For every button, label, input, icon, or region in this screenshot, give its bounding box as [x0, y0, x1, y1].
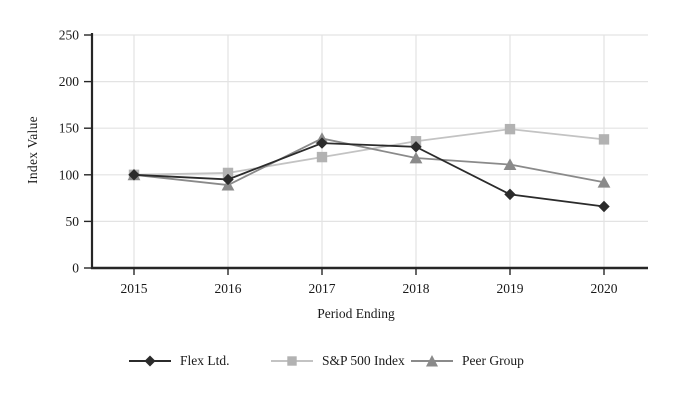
legend-label: Flex Ltd. [180, 353, 230, 368]
series-line [133, 142, 605, 208]
x-tick-label: 2020 [591, 281, 618, 296]
y-tick-label: 150 [59, 121, 80, 136]
y-tick-label: 250 [59, 28, 80, 43]
x-tick-label: 2017 [309, 281, 336, 296]
x-tick-label: 2018 [403, 281, 430, 296]
square-legend-marker-icon [271, 356, 313, 366]
legend-label: S&P 500 Index [322, 353, 405, 368]
data-point-marker [316, 137, 328, 149]
data-point-marker [597, 176, 611, 188]
legend-entry-s-p-500-index: S&P 500 Index [271, 352, 405, 370]
plot-area: 0 50 100 150 200 250 2015 2016 2017 2018 2019 2020 [59, 28, 648, 296]
series-line [133, 137, 605, 186]
y-tick-label: 0 [72, 261, 79, 276]
legend-label: Peer Group [462, 353, 524, 368]
legend: Flex Ltd. S&P 500 Index Peer Group [0, 352, 682, 372]
data-point-marker [504, 123, 516, 135]
x-tick-label: 2019 [497, 281, 524, 296]
y-axis-title: Index Value [25, 116, 40, 184]
y-tick-label: 100 [59, 167, 80, 182]
data-point-marker [222, 167, 234, 179]
x-tick-label: 2016 [215, 281, 242, 296]
data-point-marker [598, 200, 610, 213]
x-tick-label: 2015 [121, 281, 148, 296]
data-point-marker [503, 158, 517, 170]
data-point-marker [598, 134, 610, 145]
series-line [133, 128, 605, 176]
y-tick-label: 50 [66, 214, 80, 229]
legend-entry-peer-group: Peer Group [411, 352, 524, 370]
data-point-marker [409, 151, 423, 164]
data-point-marker [410, 141, 422, 153]
triangle-legend-marker-icon [411, 355, 453, 367]
data-point-marker [128, 169, 140, 181]
data-point-marker [504, 188, 516, 201]
data-point-marker [222, 173, 234, 186]
x-axis-title: Period Ending [317, 306, 395, 321]
data-point-marker [316, 151, 328, 163]
y-tick-label: 200 [59, 74, 80, 89]
diamond-legend-marker-icon [129, 355, 171, 367]
legend-entry-flex-ltd: Flex Ltd. [129, 352, 230, 370]
